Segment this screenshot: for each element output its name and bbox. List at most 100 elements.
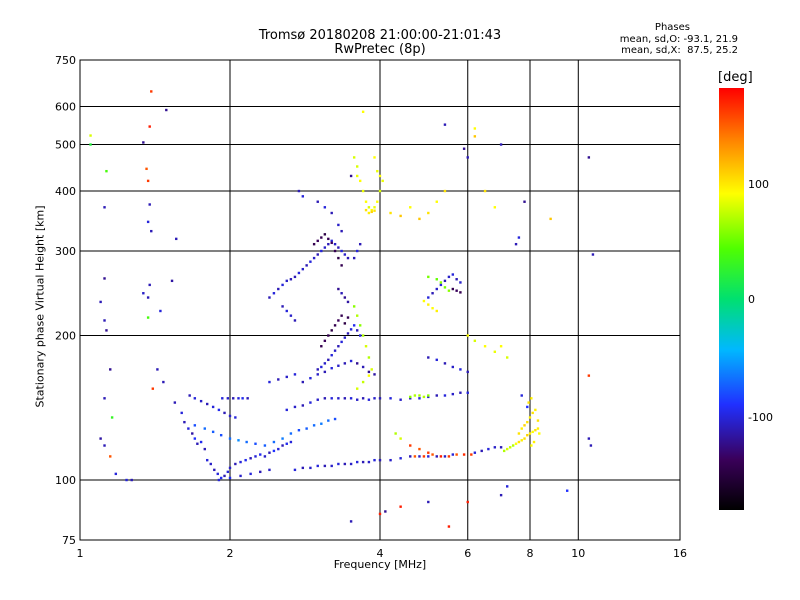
data-point bbox=[587, 437, 591, 440]
data-point bbox=[285, 442, 288, 445]
data-point bbox=[105, 329, 108, 332]
x-tick-label: 8 bbox=[527, 547, 534, 560]
data-point bbox=[505, 356, 509, 359]
data-point bbox=[249, 472, 252, 476]
data-point bbox=[413, 455, 417, 458]
data-point bbox=[499, 143, 503, 146]
y-tick-label: 500 bbox=[55, 139, 76, 152]
colorbar-tick-0: 0 bbox=[748, 293, 755, 306]
data-point bbox=[531, 411, 534, 415]
data-point bbox=[422, 395, 426, 399]
data-point bbox=[459, 281, 462, 284]
data-point bbox=[89, 143, 92, 146]
data-point bbox=[320, 236, 323, 239]
data-point bbox=[367, 211, 371, 215]
data-point bbox=[466, 370, 469, 374]
data-point bbox=[517, 236, 521, 239]
data-point bbox=[99, 300, 102, 304]
data-point bbox=[268, 451, 271, 454]
data-point bbox=[427, 394, 430, 397]
data-point bbox=[148, 203, 151, 206]
data-point bbox=[259, 470, 262, 474]
data-point bbox=[343, 362, 347, 365]
data-point bbox=[435, 200, 438, 203]
data-point bbox=[455, 453, 458, 456]
data-point bbox=[399, 505, 402, 508]
data-point bbox=[523, 437, 526, 440]
data-point bbox=[427, 395, 430, 399]
data-point bbox=[293, 405, 297, 409]
data-point bbox=[349, 520, 353, 523]
data-point bbox=[305, 264, 308, 267]
data-point bbox=[333, 324, 337, 327]
data-point bbox=[517, 432, 521, 435]
data-point bbox=[364, 345, 368, 348]
data-point bbox=[587, 374, 591, 377]
data-point bbox=[520, 394, 523, 397]
x-axis-label: Frequency [MHz] bbox=[333, 558, 427, 571]
data-point bbox=[493, 350, 497, 353]
data-point bbox=[293, 468, 297, 472]
data-point bbox=[183, 420, 186, 424]
data-point bbox=[361, 189, 365, 193]
data-point bbox=[337, 397, 340, 400]
data-point bbox=[340, 264, 343, 267]
data-point bbox=[293, 319, 297, 322]
data-point bbox=[443, 394, 447, 397]
data-point bbox=[352, 305, 356, 308]
data-point bbox=[517, 440, 521, 444]
data-point bbox=[435, 287, 438, 291]
data-point bbox=[223, 474, 226, 478]
data-point bbox=[245, 440, 248, 444]
data-point bbox=[263, 444, 267, 447]
data-point bbox=[378, 174, 382, 178]
data-point bbox=[323, 339, 327, 343]
data-point bbox=[297, 271, 301, 275]
data-point bbox=[234, 462, 237, 466]
data-point bbox=[520, 427, 523, 430]
data-point bbox=[361, 397, 365, 400]
data-point bbox=[447, 289, 451, 292]
colorbar bbox=[719, 88, 744, 510]
data-point bbox=[439, 283, 443, 287]
data-point bbox=[527, 401, 530, 404]
data-point bbox=[301, 380, 305, 384]
data-point bbox=[499, 446, 503, 449]
data-point bbox=[367, 206, 371, 209]
data-point bbox=[364, 208, 368, 212]
data-point bbox=[355, 362, 359, 365]
data-point bbox=[337, 319, 340, 322]
data-point bbox=[367, 374, 371, 377]
data-point bbox=[361, 460, 365, 464]
data-point bbox=[422, 299, 426, 303]
data-point bbox=[389, 211, 392, 215]
data-point bbox=[327, 334, 330, 337]
data-point bbox=[316, 239, 319, 243]
data-point bbox=[109, 455, 112, 458]
data-point bbox=[281, 305, 284, 308]
data-point bbox=[427, 275, 430, 279]
data-point bbox=[534, 408, 537, 412]
data-point bbox=[285, 309, 288, 313]
data-point bbox=[399, 457, 402, 460]
data-point bbox=[466, 391, 469, 394]
data-point bbox=[301, 267, 305, 271]
data-point bbox=[148, 125, 151, 128]
data-point bbox=[301, 466, 305, 470]
data-point bbox=[277, 378, 280, 381]
data-point bbox=[309, 401, 312, 404]
data-point bbox=[323, 397, 327, 400]
data-point bbox=[431, 307, 434, 310]
data-point bbox=[358, 334, 362, 337]
data-point bbox=[323, 246, 327, 249]
data-point bbox=[473, 451, 477, 454]
data-point bbox=[330, 239, 333, 243]
data-point bbox=[99, 437, 102, 440]
data-point bbox=[285, 279, 288, 283]
data-point bbox=[327, 237, 330, 241]
data-point bbox=[443, 189, 447, 193]
data-point bbox=[333, 349, 337, 352]
data-point bbox=[431, 292, 434, 295]
data-point bbox=[103, 319, 106, 322]
y-axis-label: Stationary phase Virtual Height [km] bbox=[33, 205, 47, 408]
